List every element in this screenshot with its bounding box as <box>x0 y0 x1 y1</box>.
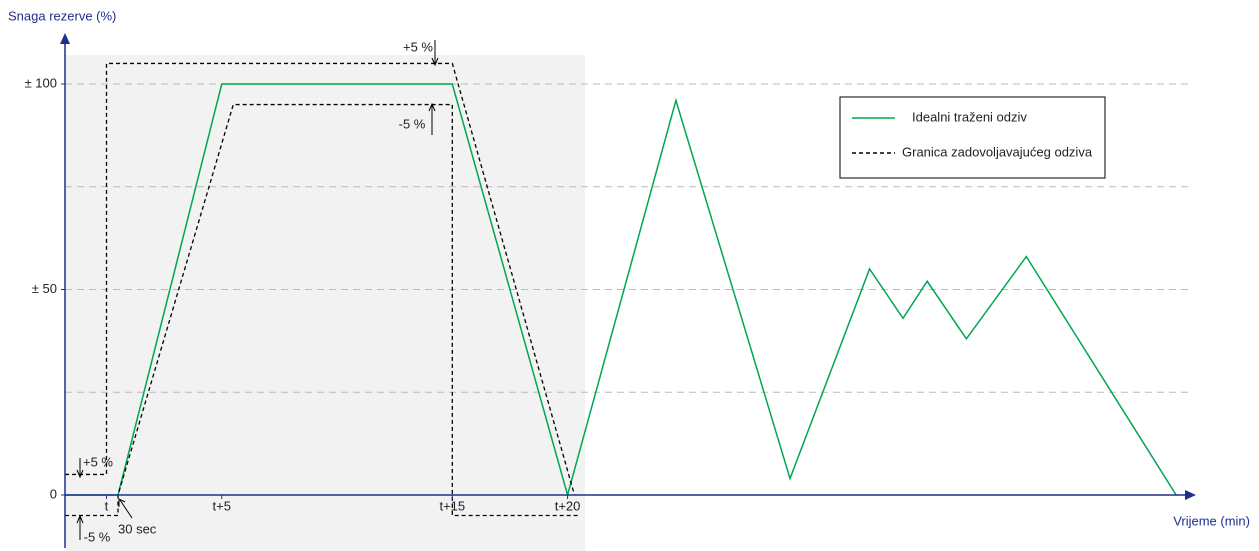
x-tick-label: t+5 <box>213 498 231 513</box>
arrows <box>76 40 439 540</box>
legend-label: Granica zadovoljavajućeg odziva <box>902 144 1093 159</box>
y-tick-label: ± 100 <box>25 75 57 90</box>
y-tick-label: ± 50 <box>32 281 57 296</box>
annotation: +5 % <box>83 454 113 469</box>
x-tick-label: t+15 <box>439 498 465 513</box>
annotation: -5 % <box>84 529 111 544</box>
x-axis-label: Vrijeme (min) <box>1173 513 1250 528</box>
y-axis-arrow <box>60 33 70 44</box>
plot <box>65 62 1177 517</box>
series-line <box>65 83 1177 498</box>
legend-label: Idealni traženi odziv <box>912 109 1027 124</box>
x-tick-label: t+20 <box>555 498 581 513</box>
legend <box>839 96 1106 179</box>
x-axis-arrow <box>1185 490 1196 500</box>
annotation: 30 sec <box>118 521 157 536</box>
series-line <box>65 62 576 496</box>
annotation: +5 % <box>403 39 433 54</box>
shaded-region <box>65 55 585 551</box>
legend-entries: Idealni traženi odziv Granica zadovoljava… <box>852 109 1093 159</box>
annotation: -5 % <box>399 116 426 131</box>
y-tick-label: 0 <box>50 486 57 501</box>
y-axis-label: Snaga rezerve (%) <box>8 8 116 23</box>
x-tick-label: t <box>105 498 109 513</box>
